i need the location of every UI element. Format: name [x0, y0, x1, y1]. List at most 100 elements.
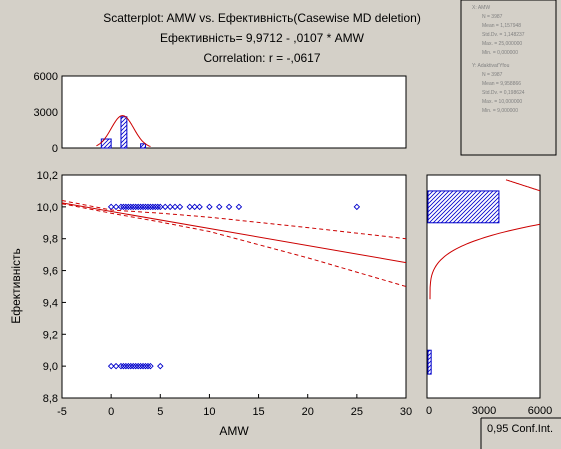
x-tick-label: 15 — [252, 406, 264, 418]
right-histogram: 0 3000 6000 — [426, 174, 552, 417]
histogram-bar — [100, 138, 112, 149]
data-point — [191, 203, 198, 211]
data-point — [125, 362, 132, 370]
data-point — [353, 203, 361, 211]
stats-x-line: Mean = 1,157948 — [482, 23, 521, 29]
histogram-bar — [120, 116, 128, 149]
data-point — [130, 203, 137, 211]
data-point — [235, 203, 243, 211]
data-point — [107, 362, 115, 370]
stats-box: X: AMW N = 3987 Mean = 1,157948 Std.Dv. … — [460, 0, 557, 156]
regression-equation: Ефективність= 9,9712 - ,0107 * AMW — [160, 31, 365, 45]
data-point — [147, 203, 154, 211]
top-histogram-area — [61, 75, 407, 149]
x-tick-label: 20 — [302, 406, 314, 418]
stats-y-line: Mean = 9,958866 — [482, 81, 521, 87]
data-point — [132, 362, 139, 370]
x-tick-label: 10 — [203, 406, 215, 418]
data-point — [120, 362, 127, 370]
x-axis-label: AMW — [219, 424, 249, 438]
x-tick-label: 0 — [108, 406, 114, 418]
data-point — [120, 203, 127, 211]
regression-line — [61, 202, 407, 264]
y-tick-label: 8,8 — [43, 393, 58, 405]
stats-x-line: N = 3987 — [482, 14, 503, 20]
x-tick-label: -5 — [57, 406, 67, 418]
stats-y-line: Std.Dv. = 0,198624 — [482, 90, 525, 96]
data-point — [112, 203, 120, 211]
top-y-tick: 3000 — [34, 107, 58, 119]
data-point — [139, 362, 147, 370]
y-tick-label: 9,2 — [43, 329, 58, 341]
y-tick-label: 9,4 — [43, 297, 58, 309]
top-histogram: 6000 3000 0 — [34, 71, 407, 155]
stats-y-line: Max. = 10,000000 — [482, 99, 522, 105]
data-point — [127, 362, 135, 370]
data-point — [134, 203, 142, 211]
stats-x-title: X: AMW — [472, 5, 490, 11]
top-y-tick: 6000 — [34, 71, 58, 83]
y-tick-label: 9,6 — [43, 266, 58, 278]
stats-y-title: Y: Adaktivat'Yfou — [472, 63, 510, 69]
confidence-lower-line — [61, 203, 407, 287]
stats-y-line: Min. = 9,000000 — [482, 108, 518, 114]
stats-x-line: Max. = 25,000000 — [482, 41, 522, 47]
data-point — [176, 203, 184, 211]
x-tick-label: 5 — [157, 406, 163, 418]
data-point — [112, 362, 120, 370]
data-point — [132, 203, 139, 211]
data-point — [117, 203, 125, 211]
data-point — [107, 203, 115, 211]
data-point — [117, 362, 125, 370]
data-point — [154, 203, 162, 211]
histogram-bar — [140, 143, 147, 149]
data-point — [206, 203, 213, 211]
stats-x-line: Min. = 0,000000 — [482, 50, 518, 56]
data-point — [127, 203, 135, 211]
x-tick-label: 30 — [400, 406, 412, 418]
y-tick-label: 10,2 — [37, 170, 58, 182]
right-normal-curve — [429, 223, 541, 300]
y-axis-label: Ефективність — [9, 248, 23, 324]
data-point — [225, 203, 233, 211]
data-point — [216, 203, 223, 211]
main-scatter-panel: -5 0 5 10 15 20 25 30 8,8 9,0 9,2 9,4 9,6 9,8 10,0 10,… — [9, 170, 412, 438]
data-point — [196, 203, 203, 211]
data-point — [134, 362, 142, 370]
data-point — [137, 203, 144, 211]
data-point — [161, 203, 169, 211]
data-point — [130, 362, 137, 370]
data-point — [142, 203, 149, 211]
data-point — [144, 203, 152, 211]
right-x-tick: 6000 — [528, 405, 552, 417]
conf-int-label: 0,95 Conf.Int. — [487, 423, 553, 435]
data-point — [147, 362, 154, 370]
data-point — [137, 362, 144, 370]
top-normal-curve — [96, 115, 151, 147]
data-point — [144, 362, 152, 370]
data-point — [157, 362, 164, 370]
data-point — [186, 203, 194, 211]
data-point — [152, 203, 159, 211]
right-x-tick: 3000 — [472, 405, 496, 417]
data-point — [142, 362, 149, 370]
stats-y-line: N = 3987 — [482, 72, 503, 78]
y-tick-label: 9,8 — [43, 234, 58, 246]
histogram-bar — [427, 190, 500, 224]
top-y-tick: 0 — [52, 143, 58, 155]
plot-area — [61, 174, 407, 399]
y-tick-label: 9,0 — [43, 361, 58, 373]
right-x-tick: 0 — [426, 405, 432, 417]
data-point — [122, 362, 130, 370]
correlation-label: Correlation: r = -,0617 — [203, 51, 320, 65]
data-point — [139, 203, 147, 211]
data-point — [157, 203, 164, 211]
data-point — [125, 203, 132, 211]
data-point — [171, 203, 179, 211]
data-point — [149, 203, 157, 211]
x-tick-label: 25 — [351, 406, 363, 418]
data-point — [122, 203, 130, 211]
data-point — [166, 203, 174, 211]
chart-title: Scatterplot: AMW vs. Ефективність(Casewi… — [103, 11, 421, 25]
